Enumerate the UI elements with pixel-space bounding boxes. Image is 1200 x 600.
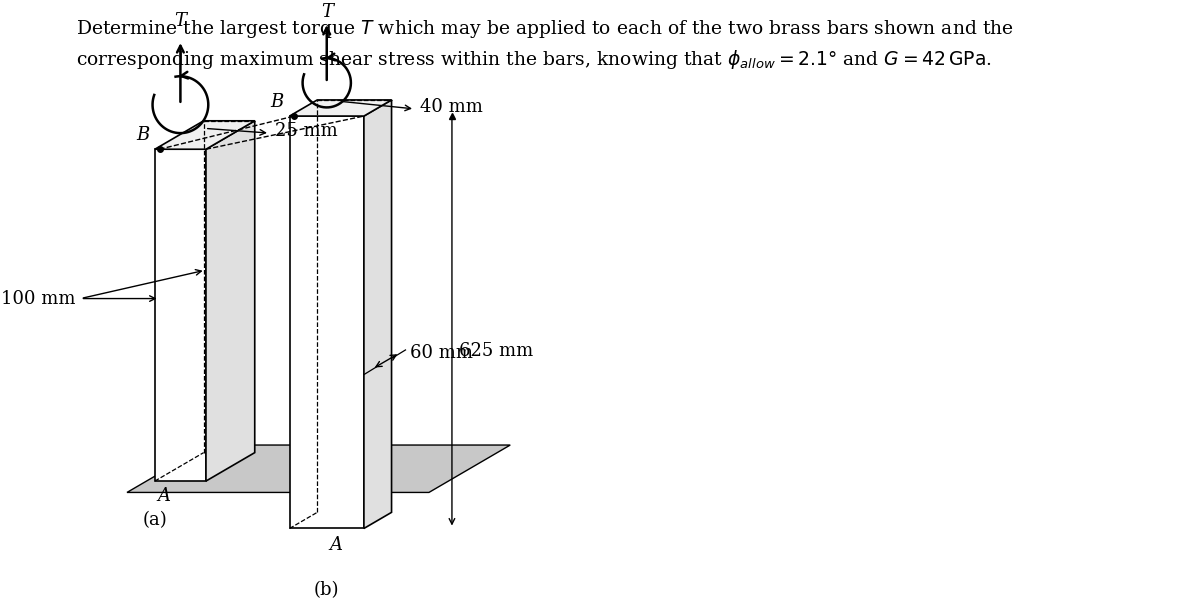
Text: B: B [136, 127, 149, 145]
Text: 625 mm: 625 mm [460, 342, 534, 360]
Text: A: A [330, 536, 342, 554]
Text: corresponding maximum shear stress within the bars, knowing that $\phi_{allow} =: corresponding maximum shear stress withi… [76, 48, 991, 71]
Polygon shape [155, 149, 206, 481]
Text: 60 mm: 60 mm [410, 344, 473, 362]
Text: B: B [271, 94, 284, 112]
Polygon shape [206, 121, 254, 481]
Text: 25 mm: 25 mm [276, 122, 338, 140]
Text: T: T [320, 3, 332, 21]
Polygon shape [155, 121, 254, 149]
Text: 40 mm: 40 mm [420, 98, 484, 116]
Polygon shape [364, 100, 391, 529]
Text: (b): (b) [314, 581, 340, 599]
Polygon shape [127, 445, 510, 493]
Text: T: T [174, 12, 186, 30]
Text: A: A [157, 487, 170, 505]
Text: (a): (a) [143, 511, 167, 529]
Polygon shape [289, 100, 391, 116]
Text: Determine the largest torque $T$ which may be applied to each of the two brass b: Determine the largest torque $T$ which m… [76, 19, 1014, 40]
Polygon shape [289, 116, 364, 529]
Text: 100 mm: 100 mm [1, 290, 76, 308]
